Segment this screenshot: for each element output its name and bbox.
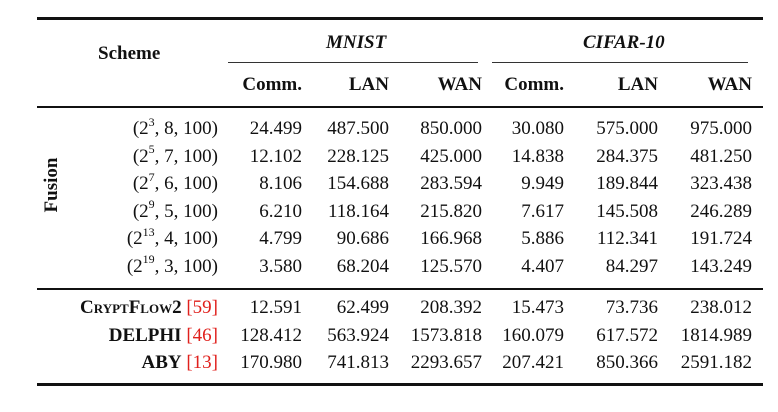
table-cell: 30.080	[511, 118, 564, 139]
fusion-scheme: (25, 7, 100)	[132, 142, 218, 167]
table-cell: 481.250	[690, 145, 752, 167]
table-cell: 145.508	[596, 200, 658, 222]
table-cell: 228.125	[327, 145, 389, 167]
group-rule	[37, 288, 763, 290]
dataset-header-mnist: MNIST	[326, 32, 387, 53]
subcol-cifar-comm: Comm.	[504, 74, 564, 95]
baseline-name: ABY	[141, 352, 182, 373]
table-cell: 128.412	[240, 324, 302, 346]
table-cell: 166.968	[420, 228, 482, 249]
table-cell: 975.000	[690, 118, 752, 139]
table-cell: 617.572	[596, 324, 658, 346]
subcol-mnist-comm: Comm.	[242, 74, 302, 95]
scheme-header: Scheme	[98, 43, 161, 64]
table-cell: 1573.818	[410, 324, 482, 346]
cifar-cmidrule	[492, 62, 748, 64]
scheme-exponent: 5	[148, 142, 155, 157]
subcol-cifar-lan: LAN	[617, 74, 658, 95]
table-cell: 170.980	[240, 352, 302, 373]
table-cell: 143.249	[690, 255, 752, 277]
fusion-scheme: (27, 6, 100)	[132, 169, 218, 194]
citation: [59]	[186, 297, 218, 318]
subcol-cifar-wan: WAN	[707, 74, 752, 95]
table-cell: 90.686	[336, 228, 389, 249]
table-cell: 160.079	[502, 324, 564, 346]
table-cell: 246.289	[690, 200, 752, 222]
fusion-group-label: Fusion	[41, 157, 62, 213]
baseline-scheme: ABY [13]	[141, 352, 218, 374]
table-cell: 9.949	[521, 173, 564, 194]
table-cell: 487.500	[327, 118, 389, 139]
table-cell: 4.407	[521, 255, 564, 277]
fusion-scheme: (23, 8, 100)	[132, 114, 218, 139]
table-cell: 575.000	[596, 118, 658, 139]
table-cell: 850.000	[420, 118, 482, 139]
table-cell: 5.886	[521, 228, 564, 249]
table-cell: 4.799	[259, 228, 302, 249]
scheme-exponent: 3	[148, 114, 155, 129]
subcol-mnist-lan: LAN	[348, 74, 389, 95]
table-cell: 12.591	[249, 297, 302, 318]
table-cell: 12.102	[249, 145, 302, 167]
table-cell: 6.210	[259, 200, 302, 222]
table-cell: 112.341	[596, 228, 658, 249]
fusion-scheme: (219, 3, 100)	[126, 252, 218, 277]
subcol-mnist-wan: WAN	[437, 74, 482, 95]
table-cell: 15.473	[511, 297, 564, 318]
dataset-header-cifar: CIFAR-10	[583, 32, 665, 53]
baseline-scheme: DELPHI [46]	[109, 325, 218, 347]
scheme-exponent: 9	[148, 197, 155, 212]
table-cell: 425.000	[420, 145, 482, 167]
table-cell: 7.617	[521, 200, 564, 222]
citation: [13]	[186, 352, 218, 373]
top-rule	[37, 17, 763, 20]
table-cell: 191.724	[690, 228, 752, 249]
table-cell: 208.392	[420, 297, 482, 318]
scheme-exponent: 7	[148, 169, 155, 184]
baseline-name: CryptFlow2	[80, 297, 182, 318]
scheme-exponent: 19	[142, 252, 155, 267]
table-cell: 189.844	[596, 173, 658, 194]
table-cell: 68.204	[336, 255, 389, 277]
header-rule	[37, 106, 763, 108]
table-cell: 323.438	[690, 173, 752, 194]
fusion-scheme: (213, 4, 100)	[126, 224, 218, 249]
table-cell: 3.580	[259, 255, 302, 277]
table-cell: 283.594	[420, 173, 482, 194]
table-cell: 118.164	[327, 200, 389, 222]
baseline-scheme: CryptFlow2 [59]	[80, 297, 218, 319]
table-cell: 2293.657	[410, 352, 482, 373]
table-cell: 215.820	[420, 200, 482, 222]
table-cell: 154.688	[327, 173, 389, 194]
table-cell: 2591.182	[680, 352, 752, 373]
table-cell: 24.499	[249, 118, 302, 139]
table-cell: 125.570	[420, 255, 482, 277]
table-cell: 73.736	[605, 297, 658, 318]
table-cell: 238.012	[690, 297, 752, 318]
table-cell: 62.499	[336, 297, 389, 318]
table-cell: 284.375	[596, 145, 658, 167]
table-cell: 563.924	[327, 324, 389, 346]
table-cell: 850.366	[596, 352, 658, 373]
mnist-cmidrule	[228, 62, 478, 64]
table-cell: 8.106	[259, 173, 302, 194]
table-cell: 1814.989	[680, 324, 752, 346]
table-cell: 84.297	[605, 255, 658, 277]
table-cell: 741.813	[327, 352, 389, 373]
fusion-scheme: (29, 5, 100)	[132, 197, 218, 222]
citation: [46]	[186, 324, 218, 346]
baseline-name: DELPHI	[108, 324, 182, 346]
scheme-exponent: 13	[142, 224, 155, 239]
table-cell: 14.838	[511, 145, 564, 167]
table-cell: 207.421	[502, 352, 564, 373]
bottom-rule	[37, 383, 763, 386]
